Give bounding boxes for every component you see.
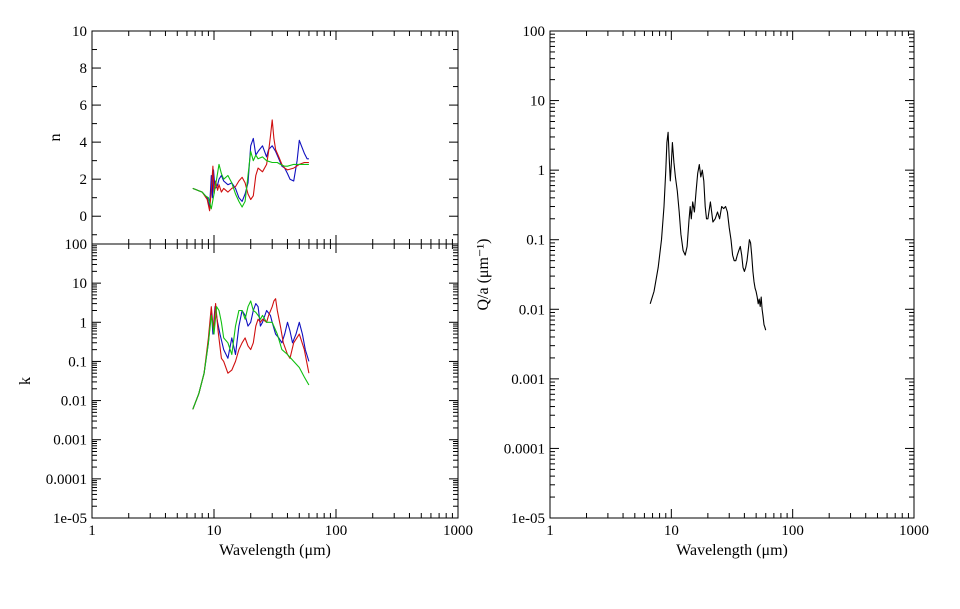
y-axis-title: Q/a (μm⁻¹) <box>475 238 492 310</box>
k-panel: 1 10 100 1000 1e-05 0.0001 0.001 0.01 0.1 1 10 100 W… <box>17 237 473 559</box>
y-tick-label: 0.01 <box>519 302 545 318</box>
plot-frame <box>549 30 915 519</box>
x-tick-label: 1 <box>88 523 96 539</box>
x-tick-label: 100 <box>325 523 348 539</box>
q-panel: 1 10 100 1000 1e-05 0.0001 0.001 0.01 0.1 1 10 100 W… <box>475 24 929 559</box>
x-tick-label: 10 <box>207 523 222 539</box>
series-line-3 <box>192 150 309 210</box>
y-axis-title: n <box>47 134 64 142</box>
series-line-1 <box>649 131 767 331</box>
x-axis-title: Wavelength (μm) <box>219 542 331 559</box>
x-tick-label: 1000 <box>899 523 929 539</box>
y-tick-label: 10 <box>72 24 87 40</box>
y-tick-label: 0.1 <box>526 233 545 249</box>
y-axis-title: k <box>17 377 34 385</box>
y-tick-label: 0.01 <box>61 394 87 410</box>
y-tick-label: 1e-05 <box>511 511 545 527</box>
y-tick-label: 100 <box>523 24 546 40</box>
y-tick-label: 1 <box>80 315 88 331</box>
y-tick-label: 0.001 <box>53 433 87 449</box>
y-tick-label: 0.001 <box>511 372 545 388</box>
y-tick-label: 1e-05 <box>53 511 87 527</box>
x-tick-label: 1000 <box>443 523 473 539</box>
y-tick-label: 0 <box>80 209 88 225</box>
y-tick-label: 8 <box>80 61 88 77</box>
y-tick-label: 4 <box>80 135 88 151</box>
n-panel: 0 2 4 6 8 10 n <box>47 24 459 245</box>
x-axis-title: Wavelength (μm) <box>676 542 788 559</box>
plot-frame <box>91 243 459 519</box>
y-tick-label: 6 <box>80 98 88 114</box>
x-tick-label: 100 <box>781 523 804 539</box>
y-tick-label: 2 <box>80 172 88 188</box>
x-tick-label: 1 <box>546 523 554 539</box>
y-tick-label: 10 <box>72 276 87 292</box>
plot-frame <box>91 30 459 245</box>
series-line-3 <box>192 300 310 410</box>
x-tick-label: 10 <box>664 523 679 539</box>
y-tick-label: 0.0001 <box>46 472 87 488</box>
y-tick-label: 0.0001 <box>504 441 545 457</box>
y-tick-label: 10 <box>530 94 545 110</box>
y-tick-label: 1 <box>538 163 546 179</box>
y-tick-label: 0.1 <box>68 354 87 370</box>
series-line-2 <box>192 298 310 410</box>
series-line-1 <box>192 137 309 208</box>
y-tick-label: 100 <box>65 237 88 253</box>
